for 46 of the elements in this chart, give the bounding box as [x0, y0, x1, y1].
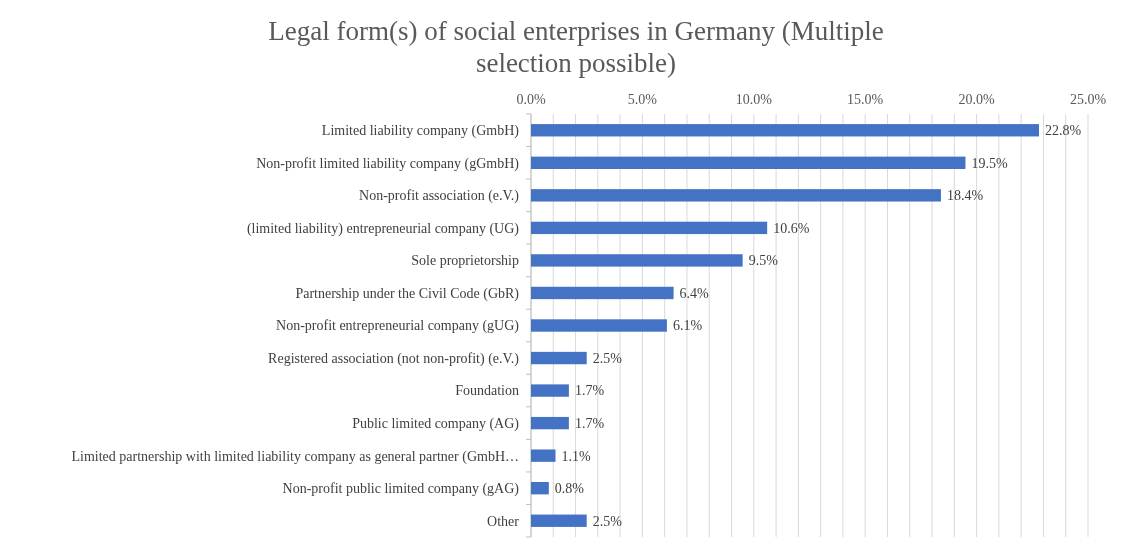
- data-label: 10.6%: [773, 220, 810, 236]
- data-label: 1.7%: [574, 416, 605, 432]
- data-label: 18.4%: [946, 188, 984, 204]
- data-label: 19.5%: [971, 155, 1008, 171]
- data-label: 2.5%: [592, 350, 623, 366]
- y-tick-label: Limited partnership with limited liability company as general partner (GmbH…: [71, 448, 519, 465]
- bar: [531, 384, 569, 397]
- y-tick-label: Non-profit limited liability company (gGmbH): [256, 155, 520, 172]
- data-label: 9.5%: [748, 253, 779, 269]
- chart-title: Legal form(s) of social enterprises in Germany (Multiple selection possible): [268, 16, 884, 78]
- data-label: 1.1%: [561, 448, 592, 464]
- data-label: 2.5%: [592, 513, 623, 529]
- y-tick-label: Sole proprietorship: [411, 253, 519, 269]
- x-tick-label: 25.0%: [1069, 92, 1107, 107]
- data-label: 1.7%: [574, 383, 605, 399]
- y-tick-label: Non-profit public limited company (gAG): [282, 481, 520, 498]
- x-tick-label: 20.0%: [958, 92, 996, 107]
- data-label: 6.4%: [679, 285, 710, 301]
- y-tick-label: (limited liability) entrepreneurial company (UG): [246, 220, 520, 237]
- bar: [531, 189, 941, 202]
- x-tick-label: 15.0%: [847, 92, 884, 107]
- y-tick-label: Foundation: [455, 383, 519, 399]
- bar: [531, 514, 587, 527]
- x-tick-label: 10.0%: [735, 92, 773, 107]
- y-tick-label: Registered association (not non-profit) (e.V.): [268, 350, 520, 367]
- y-tick-label: Limited liability company (GmbH): [321, 123, 520, 140]
- bar: [531, 416, 569, 430]
- bar: [531, 286, 674, 300]
- bar: [531, 221, 768, 235]
- bar: [531, 482, 549, 495]
- y-tick-label: Partnership under the Civil Code (GbR): [295, 285, 520, 302]
- y-tick-label: Non-profit entrepreneurial company (gUG): [276, 318, 520, 335]
- bar: [531, 319, 667, 332]
- bar: [531, 351, 587, 365]
- data-label: 22.8%: [1044, 123, 1082, 139]
- data-label: 0.8%: [554, 481, 585, 497]
- bar: [531, 449, 556, 462]
- x-tick-label: 0.0%: [516, 92, 546, 107]
- x-tick-label: 5.0%: [627, 92, 658, 107]
- bar: [531, 254, 743, 267]
- data-label: 6.1%: [672, 318, 703, 334]
- y-tick-label: Public limited company (AG): [352, 416, 520, 433]
- y-tick-label: Other: [487, 513, 520, 529]
- bar: [531, 124, 1039, 137]
- y-tick-label: Non-profit association (e.V.): [359, 188, 520, 205]
- bar: [531, 156, 966, 169]
